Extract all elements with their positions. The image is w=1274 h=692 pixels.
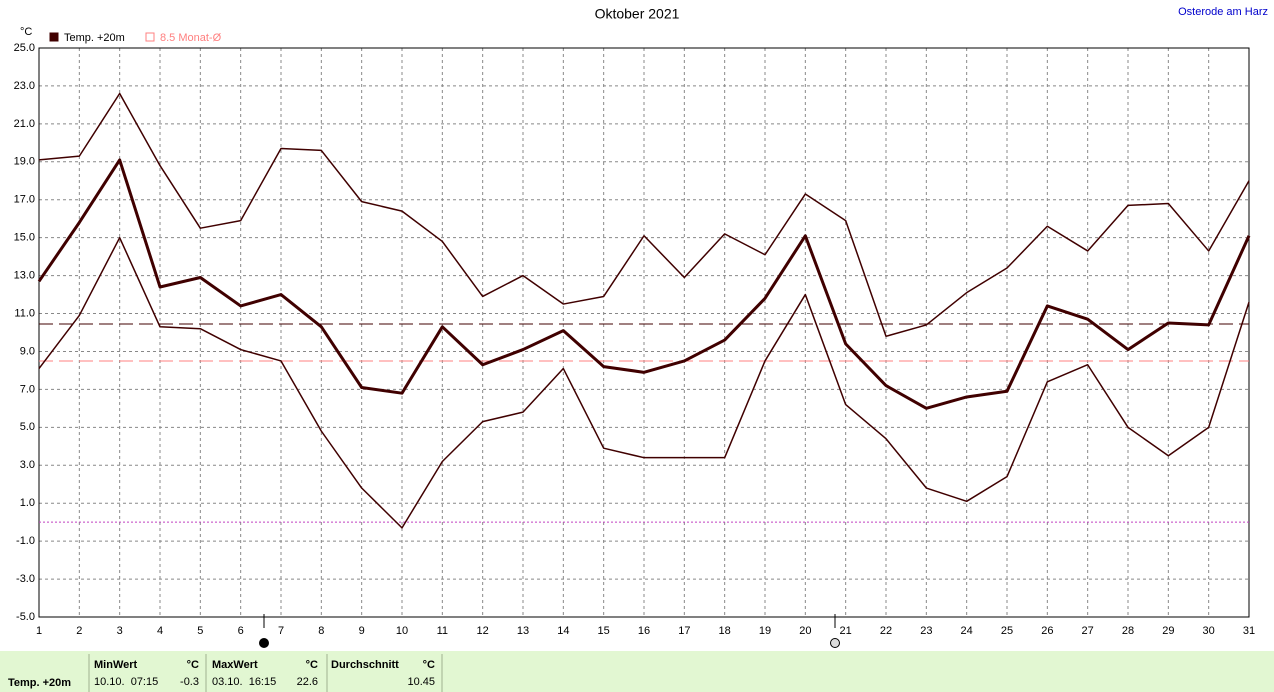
location: Osterode am Harz [1178,6,1268,18]
footer-avg-value: 10.45 [407,676,435,688]
x-tick-label: 8 [318,625,324,637]
x-tick-label: 4 [157,625,163,637]
x-tick-label: 30 [1203,625,1215,637]
x-tick-label: 13 [517,625,529,637]
footer-min-title: MinWert [94,659,138,671]
y-tick-label: -5.0 [16,611,35,623]
footer-min-unit: °C [187,659,199,671]
x-tick-label: 21 [840,625,852,637]
plot-frame [38,47,1250,618]
x-tick-label: 10 [396,625,408,637]
footer-max-value: 22.6 [297,676,318,688]
y-tick-label: 15.0 [14,232,35,244]
footer-sensor: Temp. +20m [8,677,71,689]
x-tick-label: 19 [759,625,771,637]
x-tick-label: 12 [477,625,489,637]
x-tick-label: 27 [1082,625,1094,637]
x-tick-label: 11 [437,625,448,637]
series-line [37,158,1251,410]
footer-bg [0,651,1274,692]
y-tick-label: 11.0 [14,307,35,319]
x-tick-label: 24 [961,625,973,637]
x-tick-label: 23 [920,625,932,637]
series-line [38,92,1250,338]
x-tick-label: 31 [1243,625,1255,637]
x-tick-label: 15 [598,625,610,637]
y-tick-label: 21.0 [14,118,35,130]
footer-max-unit: °C [306,659,318,671]
y-tick-label: -1.0 [16,535,35,547]
footer-dividers [88,654,443,692]
x-tick-label: 3 [117,625,123,637]
y-tick-label: 17.0 [14,194,35,206]
y-tick-label: 3.0 [20,459,35,471]
footer-max-time: 03.10. 16:15 [212,676,276,688]
x-tick-label: 25 [1001,625,1013,637]
legend-swatch [145,32,155,42]
x-tick-label: 26 [1041,625,1053,637]
x-tick-label: 14 [557,625,569,637]
x-tick-label: 18 [719,625,731,637]
y-tick-label: 23.0 [14,80,35,92]
y-tick-label: -3.0 [16,573,35,585]
footer-min-time: 10.10. 07:15 [94,676,158,688]
x-tick-label: 2 [76,625,82,637]
y-tick-label: 25.0 [14,42,35,54]
footer-max-title: MaxWert [212,659,258,671]
y-unit: °C [20,26,32,38]
y-tick-label: 9.0 [20,345,35,357]
footer-avg-unit: °C [423,659,435,671]
legend-label: 8.5 Monat-Ø [160,32,222,44]
y-tick-label: 7.0 [20,383,35,395]
x-tick-label: 17 [678,625,690,637]
x-tick-label: 7 [278,625,284,637]
series-line [38,236,1250,529]
y-tick-label: 13.0 [14,270,35,282]
x-tick-label: 9 [359,625,365,637]
chart-title: Oktober 2021 [595,6,680,22]
x-tick-label: 5 [197,625,203,637]
y-tick-label: 5.0 [20,421,35,433]
footer-min-value: -0.3 [180,676,199,688]
footer-avg-title: Durchschnitt [331,659,399,671]
y-tick-label: 19.0 [14,156,35,168]
y-tick-label: 1.0 [20,497,35,509]
x-tick-label: 6 [238,625,244,637]
x-tick-label: 22 [880,625,892,637]
x-tick-label: 28 [1122,625,1134,637]
x-tick-label: 16 [638,625,650,637]
moon-phases [259,614,840,648]
x-tick-label: 20 [799,625,811,637]
x-tick-label: 1 [36,625,42,637]
x-tick-label: 29 [1162,625,1174,637]
legend-label: Temp. +20m [64,32,125,44]
legend-swatch [49,32,59,42]
